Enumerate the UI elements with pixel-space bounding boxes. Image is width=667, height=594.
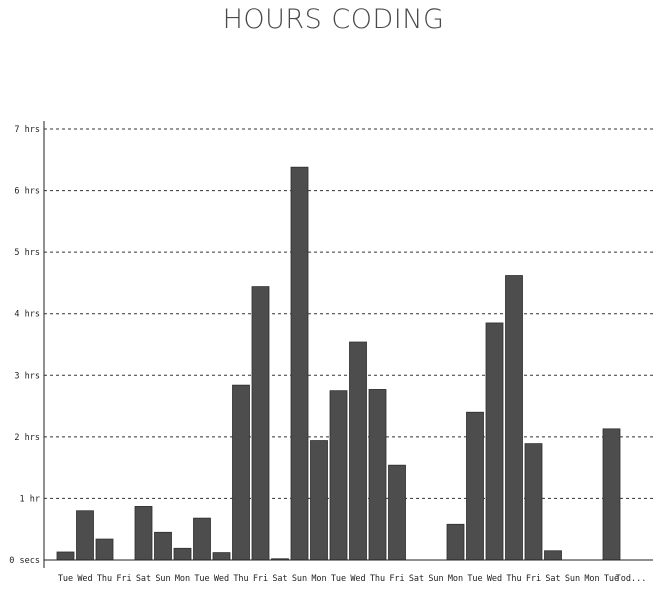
bar[interactable] bbox=[349, 341, 367, 561]
x-tick-label: Fri bbox=[253, 574, 268, 584]
bar[interactable] bbox=[134, 506, 153, 561]
bar[interactable] bbox=[485, 322, 504, 561]
gridlines bbox=[44, 128, 653, 499]
x-tick-label: Wed bbox=[77, 574, 92, 584]
x-tick-label: Fri bbox=[116, 574, 131, 584]
y-tick-label: 3 hrs bbox=[14, 371, 40, 381]
bar[interactable] bbox=[368, 389, 387, 561]
bar[interactable] bbox=[544, 550, 562, 561]
y-tick-label: 6 hrs bbox=[14, 187, 40, 197]
x-tick-label: Mon bbox=[448, 574, 463, 584]
bar[interactable] bbox=[251, 286, 270, 561]
y-tick-label: 4 hrs bbox=[14, 310, 40, 320]
x-tick-label: Thu bbox=[233, 574, 248, 584]
bar[interactable] bbox=[446, 523, 465, 561]
x-tick-label: Tue bbox=[194, 574, 209, 584]
x-tick-label: Sat bbox=[136, 574, 151, 584]
bar[interactable] bbox=[154, 531, 172, 561]
chart-title: HOURS CODING bbox=[222, 4, 445, 35]
bar[interactable] bbox=[602, 428, 621, 561]
x-tick-label: Mon bbox=[175, 574, 190, 584]
y-tick-label: 1 hr bbox=[20, 494, 40, 504]
x-axis: Tue Wed Thu Fri Sat Sun Mon Tue Wed Thu Fri Sat Sun M… bbox=[44, 559, 653, 584]
x-tick-label: Tue bbox=[58, 574, 73, 584]
bars bbox=[56, 166, 621, 561]
x-tick-label: Sun bbox=[565, 574, 580, 584]
y-tick-label: 2 hrs bbox=[14, 433, 40, 443]
x-tick-label: Wed bbox=[487, 574, 502, 584]
bar[interactable] bbox=[290, 166, 309, 561]
bar[interactable] bbox=[524, 443, 543, 561]
bar[interactable] bbox=[232, 384, 250, 561]
x-tick-label: Wed bbox=[350, 574, 365, 584]
x-tick-label: Sat bbox=[272, 574, 287, 584]
x-tick-label: Sat bbox=[545, 574, 560, 584]
x-tick-label: Fri bbox=[389, 574, 404, 584]
x-tick-label: Tue bbox=[467, 574, 482, 584]
x-tick-label: Sat bbox=[409, 574, 424, 584]
y-tick-label: 7 hrs bbox=[14, 125, 40, 135]
bar[interactable] bbox=[173, 547, 192, 561]
x-tick-label: Thu bbox=[370, 574, 385, 584]
x-tick-label: Sun bbox=[155, 574, 170, 584]
bar[interactable] bbox=[310, 440, 328, 561]
bar[interactable] bbox=[466, 411, 484, 561]
y-tick-label: 0 secs bbox=[9, 556, 40, 566]
x-tick-label: Tue bbox=[331, 574, 346, 584]
x-tick-label: Wed bbox=[214, 574, 229, 584]
x-tick-label: Thu bbox=[97, 574, 112, 584]
bar[interactable] bbox=[76, 510, 94, 561]
x-tick-label: Mon bbox=[584, 574, 599, 584]
x-tick-label: Mon bbox=[311, 574, 326, 584]
bar[interactable] bbox=[95, 538, 114, 561]
y-axis: 0 secs 1 hr 2 hrs 3 hrs 4 hrs 5 hrs 6 hrs 7 hrs bbox=[9, 121, 45, 568]
bar[interactable] bbox=[388, 464, 406, 561]
bar[interactable] bbox=[329, 390, 348, 561]
bar[interactable] bbox=[505, 275, 523, 561]
x-tick-label: Sun bbox=[428, 574, 443, 584]
x-tick-label: Fri bbox=[526, 574, 541, 584]
x-tick-label: Tod... bbox=[616, 574, 647, 584]
x-tick-label: Thu bbox=[506, 574, 521, 584]
bar[interactable] bbox=[193, 517, 211, 561]
x-tick-label: Tue bbox=[604, 574, 619, 584]
y-tick-label: 5 hrs bbox=[14, 248, 40, 258]
x-tick-label: Sun bbox=[292, 574, 307, 584]
bar[interactable] bbox=[56, 551, 75, 561]
bar[interactable] bbox=[212, 552, 231, 561]
